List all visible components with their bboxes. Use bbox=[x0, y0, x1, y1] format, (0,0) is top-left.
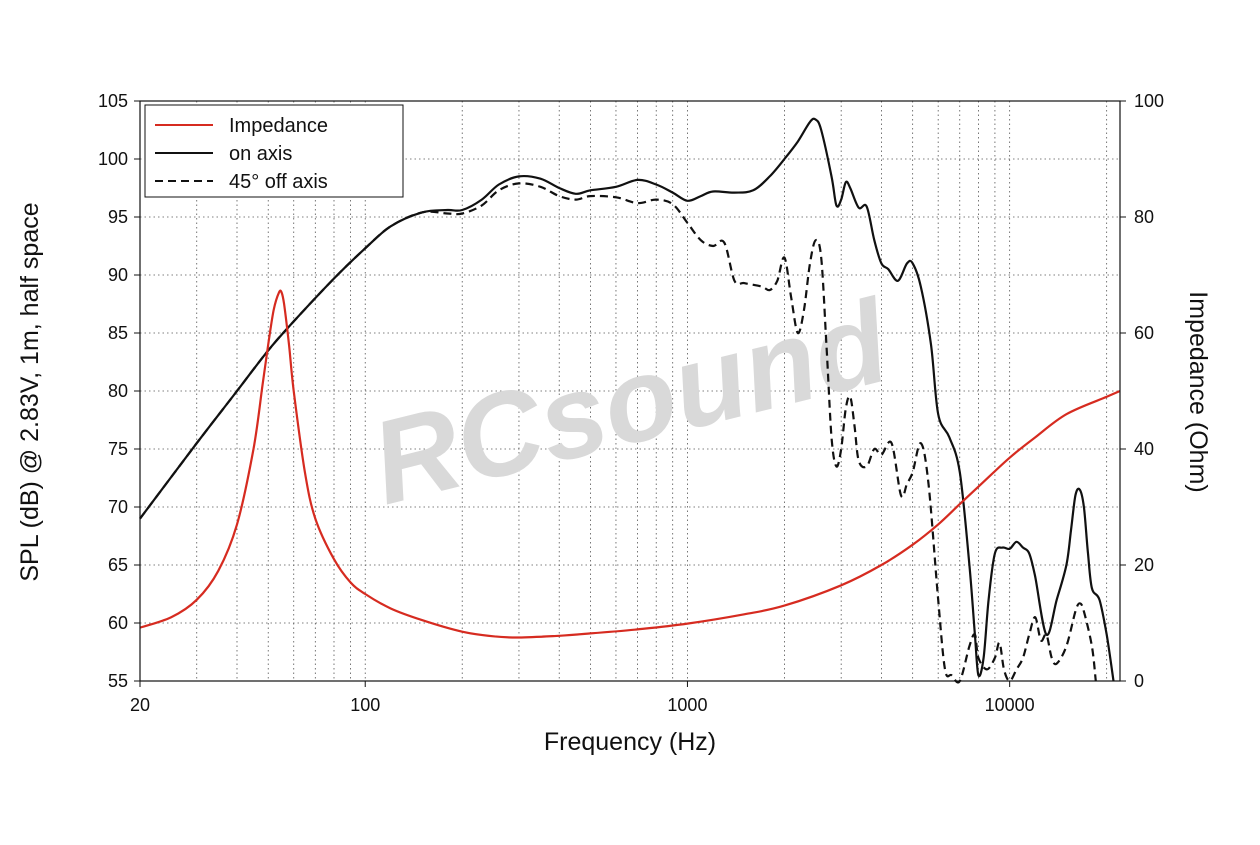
y-tick-label: 65 bbox=[108, 555, 128, 575]
watermark-logo: RCsound bbox=[359, 275, 903, 531]
x-tick-label: 1000 bbox=[667, 695, 707, 715]
y2-axis-title: Impedance (Ohm) bbox=[1184, 291, 1212, 492]
y2-tick-label: 60 bbox=[1134, 323, 1154, 343]
y-axis-title: SPL (dB) @ 2.83V, 1m, half space bbox=[16, 202, 44, 581]
y-tick-label: 55 bbox=[108, 671, 128, 691]
x-axis-title: Frequency (Hz) bbox=[544, 728, 716, 756]
y-tick-label: 80 bbox=[108, 381, 128, 401]
y-tick-label: 75 bbox=[108, 439, 128, 459]
x-tick-label: 10000 bbox=[985, 695, 1035, 715]
x-tick-label: 100 bbox=[350, 695, 380, 715]
y2-tick-label: 40 bbox=[1134, 439, 1154, 459]
series-line-impedance bbox=[139, 289, 1121, 639]
y-tick-label: 60 bbox=[108, 613, 128, 633]
y-tick-label: 95 bbox=[108, 207, 128, 227]
y2-tick-label: 20 bbox=[1134, 555, 1154, 575]
series-layer bbox=[139, 117, 1121, 684]
y-tick-label: 100 bbox=[98, 149, 128, 169]
y-tick-label: 70 bbox=[108, 497, 128, 517]
legend-label-on-axis: on axis bbox=[229, 143, 292, 165]
y2-tick-label: 80 bbox=[1134, 207, 1154, 227]
legend: Impedance on axis 45° off axis bbox=[144, 104, 404, 198]
series-line-on-axis bbox=[139, 117, 1115, 682]
legend-label-off-axis: 45° off axis bbox=[229, 171, 328, 193]
y-tick-label: 85 bbox=[108, 323, 128, 343]
y2-tick-label: 0 bbox=[1134, 671, 1144, 691]
x-tick-label: 20 bbox=[130, 695, 150, 715]
tick-layer: 20 100 1000 10000 55 60 65 70 75 80 85 90 95 100 105 0 2… bbox=[98, 91, 1164, 715]
y-tick-label: 90 bbox=[108, 265, 128, 285]
legend-label-impedance: Impedance bbox=[229, 115, 328, 137]
y2-tick-label: 100 bbox=[1134, 91, 1164, 111]
y-tick-label: 105 bbox=[98, 91, 128, 111]
series-line-45-off-axis bbox=[139, 182, 1097, 684]
